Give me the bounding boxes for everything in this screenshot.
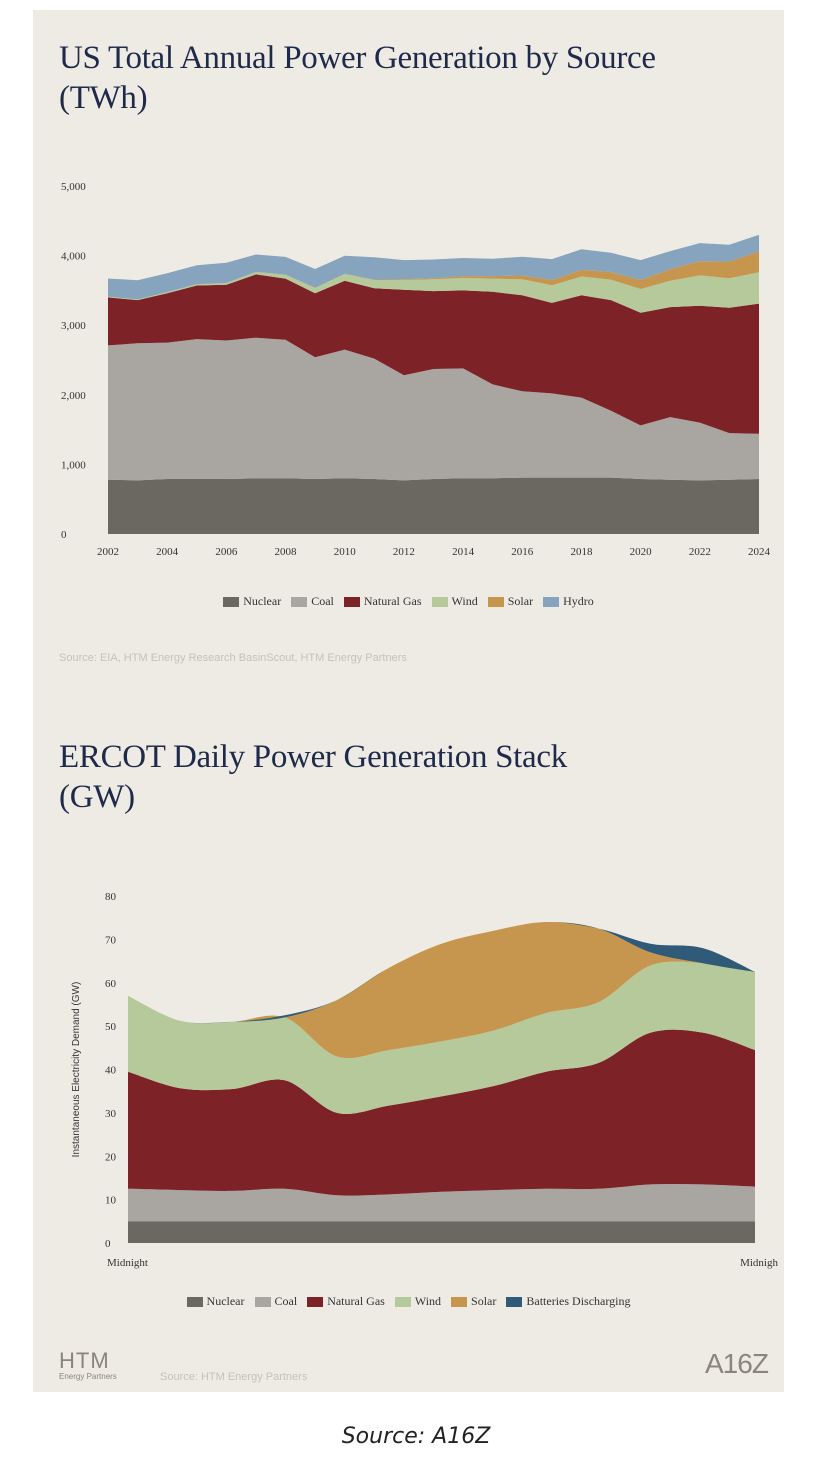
legend-label: Coal: [311, 594, 334, 608]
area-coal: [108, 337, 759, 481]
y-tick-label: 2,000: [61, 390, 86, 402]
chart-panel: US Total Annual Power Generation by Sour…: [33, 10, 784, 1392]
legend-swatch: [431, 597, 448, 608]
legend-item-solar: Solar: [487, 594, 534, 609]
legend-label: Nuclear: [243, 594, 282, 608]
y-tick-label: 3,000: [61, 320, 86, 332]
chart-title-us-generation: US Total Annual Power Generation by Sour…: [59, 38, 656, 118]
legend-item-coal: Coal: [291, 594, 334, 609]
x-tick-label-end: Midnigh: [740, 1257, 778, 1269]
htm-logo-subtext: Energy Partners: [59, 1372, 117, 1381]
x-tick-label: 2004: [156, 546, 179, 558]
us-generation-area-chart: 0 1,000 2,000 3,000 4,000 5,000 2002 2004 2006 20…: [61, 181, 771, 558]
legend-swatch: [291, 597, 308, 608]
legend-item-wind: Wind: [394, 1294, 442, 1309]
legend-label: Batteries Discharging: [526, 1294, 631, 1308]
legend-label: Wind: [414, 1294, 442, 1308]
legend-swatch: [343, 597, 360, 608]
x-tick-label: 2012: [393, 546, 415, 558]
legend-label: Hydro: [563, 594, 594, 608]
legend-swatch: [506, 1297, 523, 1308]
y-tick-label: 50: [105, 1021, 117, 1033]
ercot-area-chart: 0 10 20 30 40 50 60 70 80 Instantaneous Electrici…: [71, 891, 778, 1269]
source-note-us: Source: EIA, HTM Energy Research BasinSc…: [59, 652, 407, 664]
area-solar: [128, 921, 755, 1059]
legend-label: Natural Gas: [363, 594, 422, 608]
legend-item-batteries-discharging: Batteries Discharging: [506, 1294, 630, 1309]
legend-item-hydro: Hydro: [543, 594, 594, 609]
htm-logo: HTM Energy Partners: [59, 1350, 117, 1382]
title-line: US Total Annual Power Generation by Sour…: [59, 40, 656, 76]
y-tick-label: 80: [105, 891, 117, 903]
area-wind: [108, 272, 759, 313]
legend-item-nuclear: Nuclear: [223, 594, 281, 609]
legend-item-natural-gas: Natural Gas: [307, 1294, 385, 1309]
x-tick-label: 2024: [748, 546, 771, 558]
y-tick-label: 40: [105, 1065, 117, 1077]
legend-item-solar: Solar: [451, 1294, 496, 1309]
legend-label: Wind: [451, 594, 478, 608]
x-tick-label: 2020: [630, 546, 653, 558]
x-tick-label: 2018: [570, 546, 593, 558]
y-tick-label: 4,000: [61, 251, 86, 263]
legend-item-coal: Coal: [254, 1294, 298, 1309]
source-note-ercot: Source: HTM Energy Partners: [160, 1371, 308, 1383]
y-tick-label: 5,000: [61, 181, 86, 193]
x-tick-label: 2022: [689, 546, 711, 558]
legend-swatch: [223, 597, 240, 608]
legend-label: Nuclear: [206, 1294, 245, 1308]
htm-logo-text: HTM: [59, 1348, 110, 1373]
area-nuclear: [128, 1221, 755, 1243]
image-caption: Source: A16Z: [341, 1424, 491, 1449]
y-tick-label: 20: [105, 1151, 117, 1163]
y-tick-label: 30: [105, 1108, 117, 1120]
x-tick-label: 2006: [215, 546, 238, 558]
legend-label: Natural Gas: [327, 1294, 385, 1308]
chart-title-ercot: ERCOT Daily Power Generation Stack (GW): [59, 737, 567, 817]
x-tick-label: 2010: [334, 546, 357, 558]
a16z-logo: A16Z: [705, 1348, 769, 1379]
y-tick-label: 0: [61, 529, 67, 541]
x-tick-label-start: Midnight: [107, 1257, 148, 1269]
title-line: (GW): [59, 779, 135, 815]
y-tick-label: 0: [105, 1238, 111, 1250]
legend-item-wind: Wind: [431, 594, 478, 609]
legend-swatch: [543, 597, 560, 608]
area-natural-gas: [128, 1029, 755, 1196]
y-tick-label: 10: [105, 1195, 117, 1207]
x-tick-label: 2014: [452, 546, 475, 558]
y-tick-label: 60: [105, 978, 117, 990]
legend-item-nuclear: Nuclear: [186, 1294, 245, 1309]
legend-swatch: [487, 597, 504, 608]
title-line: (TWh): [59, 80, 148, 116]
y-tick-label: 1,000: [61, 459, 86, 471]
area-coal: [128, 1184, 755, 1222]
y-tick-label: 70: [105, 934, 117, 946]
legend-label: Solar: [471, 1294, 497, 1308]
x-tick-label: 2016: [511, 546, 533, 558]
title-line: ERCOT Daily Power Generation Stack: [59, 739, 567, 775]
legend-item-natural-gas: Natural Gas: [343, 594, 422, 609]
legend-swatch: [254, 1297, 271, 1308]
legend-swatch: [186, 1297, 203, 1308]
legend-us-generation: Nuclear Coal Natural Gas Wind Solar Hydro: [33, 594, 784, 609]
legend-swatch: [451, 1297, 468, 1308]
y-axis-label: Instantaneous Electricity Demand (GW): [71, 982, 82, 1158]
legend-label: Solar: [507, 594, 534, 608]
legend-swatch: [307, 1297, 324, 1308]
x-tick-label: 2002: [97, 546, 119, 558]
legend-label: Coal: [274, 1294, 298, 1308]
area-wind: [128, 961, 755, 1115]
x-tick-label: 2008: [275, 546, 298, 558]
area-natural-gas: [108, 274, 759, 434]
area-nuclear: [108, 477, 759, 534]
legend-ercot: Nuclear Coal Natural Gas Wind Solar Batteries…: [33, 1294, 784, 1309]
area-hydro: [108, 234, 759, 300]
legend-swatch: [394, 1297, 411, 1308]
